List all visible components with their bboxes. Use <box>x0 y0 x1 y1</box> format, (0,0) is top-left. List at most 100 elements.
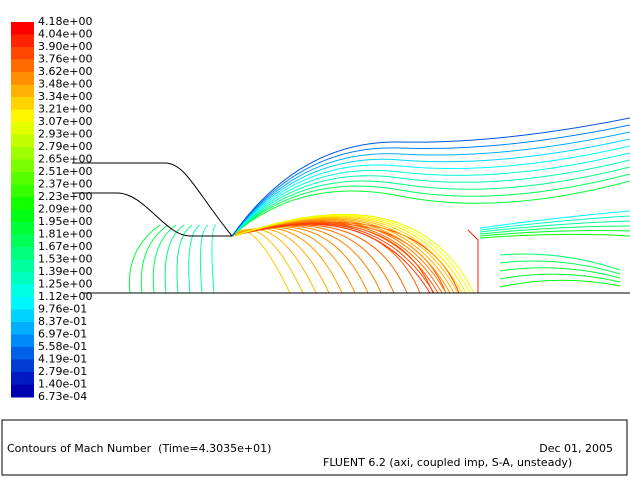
contour-line <box>231 226 369 294</box>
colorbar-swatch <box>11 197 34 210</box>
colorbar-label: 9.76e-01 <box>38 303 87 316</box>
contour-line <box>231 224 408 294</box>
colorbar-label: 3.90e+00 <box>38 40 92 53</box>
colorbar-swatch <box>11 147 34 160</box>
contour-line <box>164 224 185 294</box>
contour-line <box>231 152 630 237</box>
colorbar-swatch <box>11 84 34 98</box>
colorbar-swatch <box>11 259 34 273</box>
colorbar-label: 1.39e+00 <box>38 265 92 278</box>
contour-line <box>199 224 209 294</box>
contour-line <box>231 138 630 237</box>
contour-line <box>231 166 630 237</box>
contour-line <box>499 273 621 283</box>
colorbar-label: 2.09e+00 <box>38 203 92 216</box>
colorbar-label: 4.19e-01 <box>38 353 87 366</box>
contour-line <box>231 117 630 237</box>
contour-line <box>231 173 630 237</box>
contour-line <box>231 229 304 294</box>
contour-line <box>499 253 621 271</box>
contour-line <box>231 159 630 237</box>
contour-line <box>231 228 317 294</box>
colorbar-label: 2.79e+00 <box>38 140 92 153</box>
colorbar-swatch <box>11 22 34 35</box>
colorbar-label: 3.76e+00 <box>38 53 92 66</box>
colorbar-label: 1.67e+00 <box>38 240 92 253</box>
contour-line <box>499 279 621 288</box>
colorbar-swatch <box>11 59 34 73</box>
colorbar-label: 6.97e-01 <box>38 328 87 341</box>
colorbar-swatch <box>11 297 34 310</box>
colorbar-swatch <box>11 272 34 285</box>
colorbar-label: 3.34e+00 <box>38 90 92 103</box>
colorbar-label: 6.73e-04 <box>38 390 87 403</box>
contour-line <box>479 225 630 235</box>
colorbar-swatch <box>11 309 34 323</box>
contour-line <box>479 215 630 231</box>
contour-line <box>499 267 621 279</box>
footer-title: Contours of Mach Number (Time=4.3035e+01… <box>7 442 271 455</box>
colorbar-label: 1.25e+00 <box>38 278 92 291</box>
contour-line <box>231 227 343 294</box>
colorbar-label: 3.48e+00 <box>38 78 92 91</box>
colorbar-label: 1.53e+00 <box>38 253 92 266</box>
contour-field <box>128 117 630 294</box>
colorbar-swatch <box>11 372 34 385</box>
contour-line <box>479 220 630 233</box>
contour-line <box>233 218 455 294</box>
colorbar-label: 1.12e+00 <box>38 290 92 303</box>
contour-line <box>467 229 479 293</box>
contour-line <box>231 124 630 237</box>
colorbar-label: 4.04e+00 <box>38 28 92 41</box>
contour-line <box>231 221 460 294</box>
colorbar-swatch <box>11 184 34 198</box>
colorbar-swatch <box>11 34 34 48</box>
contour-line <box>479 230 630 237</box>
colorbar-swatch <box>11 359 34 373</box>
colorbar-swatch <box>11 172 34 185</box>
colorbar-swatch <box>11 97 34 110</box>
contour-line <box>211 224 217 294</box>
colorbar-swatch <box>11 384 34 398</box>
colorbar-swatch <box>11 109 34 123</box>
colorbar-label: 4.18e+00 <box>38 15 92 28</box>
colorbar-label: 1.95e+00 <box>38 215 92 228</box>
contour-line <box>231 223 434 294</box>
colorbar-label: 1.40e-01 <box>38 378 87 391</box>
colorbar-swatch <box>11 322 34 335</box>
contour-line <box>479 233 630 239</box>
colorbar-swatch <box>11 347 34 360</box>
colorbar-label: 5.58e-01 <box>38 340 87 353</box>
colorbar-label: 2.23e+00 <box>38 190 92 203</box>
contour-line <box>188 224 201 294</box>
colorbar-label: 2.93e+00 <box>38 128 92 141</box>
colorbar-swatch <box>11 122 34 135</box>
colorbar-label: 3.07e+00 <box>38 115 92 128</box>
contour-line <box>231 229 291 294</box>
colorbar-swatch <box>11 334 34 348</box>
contour-line <box>499 260 621 275</box>
contour-line <box>231 226 356 294</box>
contour-line <box>128 224 161 294</box>
colorbar-swatch <box>11 284 34 298</box>
colorbar-swatch <box>11 159 34 173</box>
colorbar-swatch <box>11 222 34 235</box>
colorbar-swatch <box>11 247 34 260</box>
footer-date: Dec 01, 2005 <box>539 442 613 455</box>
contour-line <box>231 225 395 294</box>
contour-line <box>231 145 630 237</box>
colorbar-swatch <box>11 209 34 223</box>
footer-box <box>1 419 628 476</box>
contour-line <box>233 213 475 294</box>
colorbar-swatch <box>11 234 34 248</box>
colorbar-swatch <box>11 47 34 60</box>
colorbar-label: 2.37e+00 <box>38 178 92 191</box>
contour-line <box>231 180 630 237</box>
contour-line <box>140 224 169 294</box>
colorbar-swatch <box>11 72 34 85</box>
footer-solver: FLUENT 6.2 (axi, coupled imp, S-A, unste… <box>323 456 572 469</box>
colorbar-label: 2.65e+00 <box>38 153 92 166</box>
contour-line <box>231 228 330 294</box>
colorbar-label: 3.21e+00 <box>38 103 92 116</box>
